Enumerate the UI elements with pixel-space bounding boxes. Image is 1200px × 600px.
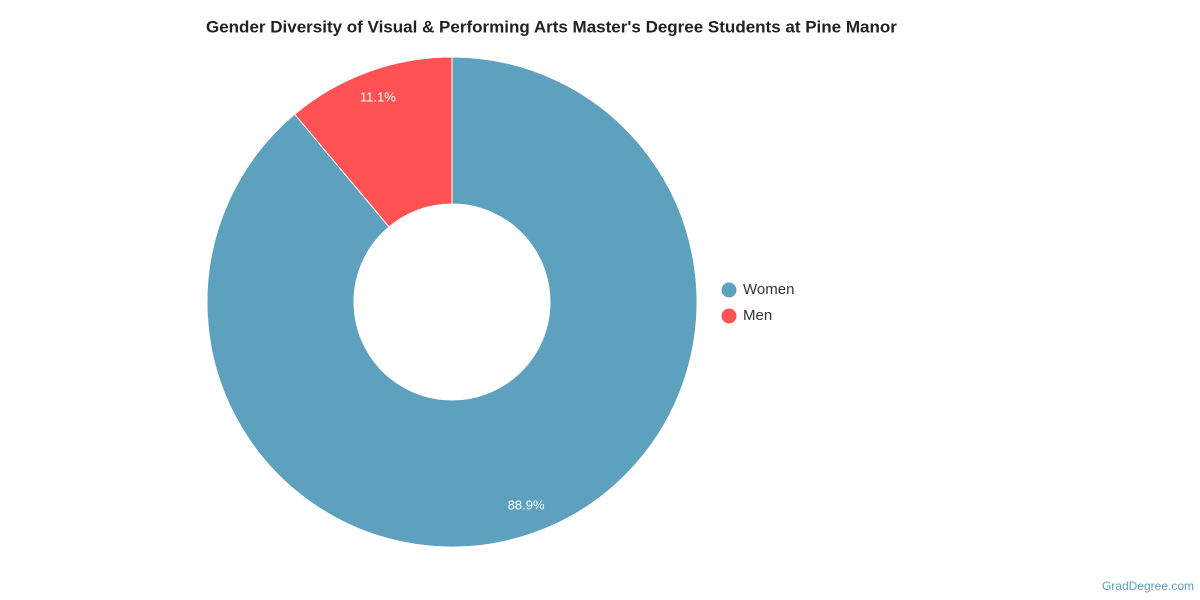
legend-swatch <box>721 308 737 324</box>
chart-title: Gender Diversity of Visual & Performing … <box>206 17 897 36</box>
slice-label: 88.9% <box>508 497 545 512</box>
slice <box>206 56 698 548</box>
slice-label: 11.1% <box>360 89 396 104</box>
legend-swatch <box>721 282 737 298</box>
legend-label: Women <box>743 281 794 298</box>
source: GradDegree.com <box>1102 579 1194 593</box>
legend-label: Men <box>743 307 772 324</box>
slice <box>293 56 453 228</box>
